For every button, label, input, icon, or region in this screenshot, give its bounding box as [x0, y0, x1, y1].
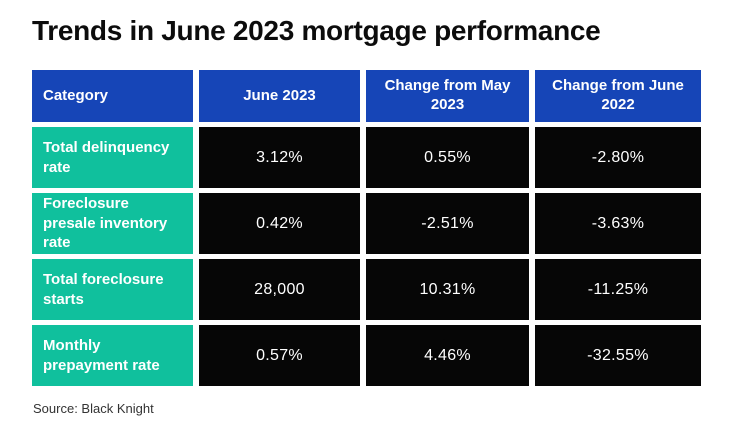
value-cell: 10.31%	[366, 259, 529, 320]
column-header-june-2023: June 2023	[199, 70, 360, 122]
row-category-total-delinquency-rate: Total delinquency rate	[32, 127, 193, 188]
value-cell: -3.63%	[535, 193, 701, 254]
chart-title: Trends in June 2023 mortgage performance	[32, 15, 601, 46]
row-category-monthly-prepayment-rate: Monthly prepayment rate	[32, 325, 193, 386]
value-cell: -2.51%	[366, 193, 529, 254]
value-cell: 3.12%	[199, 127, 360, 188]
source-attribution: Source: Black Knight	[33, 401, 154, 416]
value-cell: 0.42%	[199, 193, 360, 254]
column-header-change-may-2023: Change from May 2023	[366, 70, 529, 122]
column-header-category: Category	[32, 70, 193, 122]
mortgage-performance-table: Category June 2023 Change from May 2023 …	[32, 70, 701, 386]
row-category-foreclosure-presale-inventory-rate: Foreclosure presale inventory rate	[32, 193, 193, 254]
value-cell: -32.55%	[535, 325, 701, 386]
value-cell: 28,000	[199, 259, 360, 320]
value-cell: -11.25%	[535, 259, 701, 320]
value-cell: 4.46%	[366, 325, 529, 386]
column-header-change-june-2022: Change from June 2022	[535, 70, 701, 122]
value-cell: 0.57%	[199, 325, 360, 386]
row-category-total-foreclosure-starts: Total foreclosure starts	[32, 259, 193, 320]
value-cell: -2.80%	[535, 127, 701, 188]
value-cell: 0.55%	[366, 127, 529, 188]
